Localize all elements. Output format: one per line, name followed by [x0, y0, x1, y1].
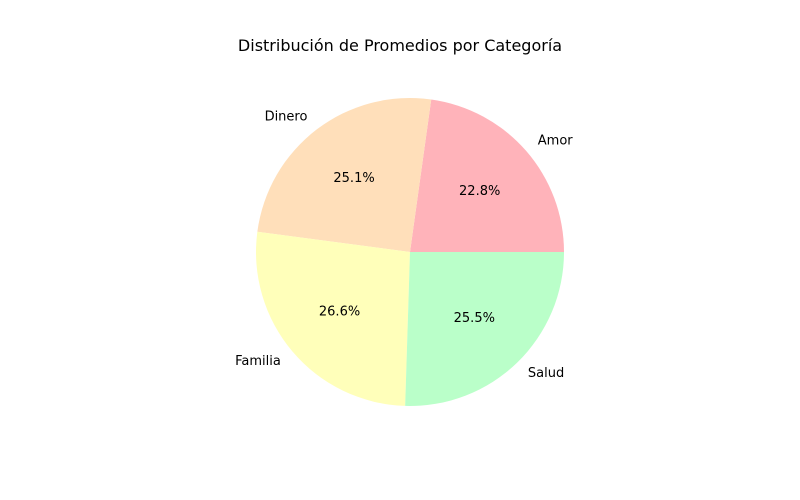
- slice-category-label-dinero: Dinero: [265, 110, 308, 125]
- pie-slice-amor: [410, 99, 564, 253]
- slice-percent-label-familia: 26.6%: [319, 304, 360, 319]
- slice-category-label-amor: Amor: [538, 133, 574, 148]
- slice-category-label-salud: Salud: [528, 366, 564, 381]
- slice-percent-label-salud: 25.5%: [454, 311, 495, 326]
- pie-slice-salud: [405, 252, 564, 406]
- chart-title: Distribución de Promedios por Categoría: [237, 36, 563, 55]
- slice-category-label-familia: Familia: [235, 354, 281, 369]
- pie-slice-familia: [256, 231, 410, 406]
- slice-percent-label-amor: 22.8%: [459, 184, 500, 199]
- pie-slice-dinero: [257, 98, 432, 252]
- slice-percent-label-dinero: 25.1%: [333, 171, 374, 186]
